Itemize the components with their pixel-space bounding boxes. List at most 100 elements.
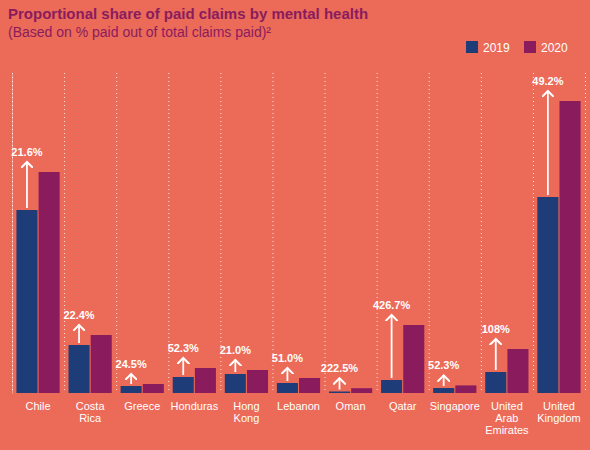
category-label-line: Rica	[79, 412, 102, 424]
bar	[225, 374, 246, 393]
bar	[381, 380, 402, 393]
bar	[403, 325, 424, 393]
x-tick: HongKong	[233, 393, 259, 424]
category-label: Honduras	[170, 400, 218, 412]
bar	[16, 210, 37, 393]
chart: Proportional share of paid claims by men…	[0, 0, 590, 450]
bar	[247, 370, 268, 393]
bar	[195, 368, 216, 393]
separator	[64, 73, 65, 393]
arrow	[391, 315, 393, 378]
category-label: Lebanon	[277, 400, 320, 412]
subtitle: (Based on % paid out of total claims pai…	[8, 24, 271, 40]
y-axis	[12, 74, 13, 394]
bars	[16, 101, 580, 393]
annotation: 52.3%	[428, 359, 459, 371]
category-label: Qatar	[389, 400, 417, 412]
arrow	[547, 91, 549, 195]
category-label: UnitedArabEmirates	[485, 400, 529, 436]
annotation: 222.5%	[321, 362, 359, 374]
arrow	[130, 374, 132, 384]
separator	[12, 73, 13, 393]
bar	[143, 384, 164, 393]
category-label: Chile	[26, 400, 51, 412]
x-tick: UnitedKingdom	[537, 393, 580, 424]
separators	[13, 73, 586, 393]
category-label: Singapore	[430, 400, 480, 412]
legend: 2019 2020	[466, 41, 568, 55]
arrow	[78, 325, 80, 343]
x-axis: Chile CostaRica Greece Honduras HongKong Leba…	[26, 393, 581, 436]
annotations: 21.6% 22.4% 24.5% 52.3% 21.0% 51.0% 222.5% 426.…	[11, 75, 563, 390]
category-label: Oman	[336, 400, 366, 412]
separator	[272, 73, 273, 393]
bar	[433, 388, 454, 393]
bar	[91, 335, 112, 393]
separator	[481, 73, 482, 393]
annotation: 49.2%	[532, 75, 563, 87]
bar	[329, 392, 350, 394]
category-label-line: Arab	[495, 412, 518, 424]
annotation: 52.3%	[168, 342, 199, 354]
series	[39, 101, 581, 393]
category-label-line: Kong	[234, 412, 260, 424]
category-label-line: United	[491, 400, 523, 412]
category-label-line: Oman	[336, 400, 366, 412]
annotation: 108%	[482, 323, 510, 335]
category-label-line: Hong	[233, 400, 259, 412]
category-label-line: Lebanon	[277, 400, 320, 412]
annotation: 21.0%	[220, 344, 251, 356]
x-tick: Greece	[124, 393, 160, 412]
bar	[299, 378, 320, 393]
annotation: 51.0%	[272, 352, 303, 364]
legend-label: 2019	[483, 41, 510, 55]
x-tick: Chile	[26, 393, 51, 412]
bar	[455, 385, 476, 393]
category-label-line: Singapore	[430, 400, 480, 412]
separator	[585, 73, 586, 393]
legend-swatch	[524, 41, 536, 53]
legend-swatch	[466, 41, 478, 53]
category-label-line: Chile	[26, 400, 51, 412]
bar	[69, 345, 90, 393]
bar	[173, 377, 194, 393]
annotation: 21.6%	[11, 146, 42, 158]
arrow	[443, 375, 445, 386]
legend-label: 2020	[541, 41, 568, 55]
annotation: 24.5%	[116, 358, 147, 370]
x-tick: Oman	[336, 393, 366, 412]
category-label: Greece	[124, 400, 160, 412]
category-label: UnitedKingdom	[537, 400, 580, 424]
category-label: HongKong	[233, 400, 259, 424]
annotation: 426.7%	[373, 299, 411, 311]
y-axis-line	[12, 74, 13, 394]
x-tick: CostaRica	[76, 393, 106, 424]
title: Proportional share of paid claims by men…	[8, 5, 368, 22]
bar	[39, 172, 60, 393]
category-label-line: Qatar	[389, 400, 417, 412]
bar	[507, 349, 528, 393]
annotation: 22.4%	[63, 309, 94, 321]
x-tick: Honduras	[170, 393, 218, 412]
arrow	[287, 368, 289, 381]
bar	[277, 383, 298, 393]
series	[16, 197, 558, 393]
arrow	[495, 339, 497, 370]
category-label-line: Honduras	[170, 400, 218, 412]
bar	[351, 388, 372, 393]
x-tick: UnitedArabEmirates	[485, 393, 529, 436]
category-label-line: Emirates	[485, 424, 529, 436]
bar	[485, 372, 506, 393]
category-label-line: Kingdom	[537, 412, 580, 424]
x-tick: Singapore	[430, 393, 480, 412]
x-tick: Lebanon	[277, 393, 320, 412]
separator	[116, 73, 117, 393]
separator	[377, 73, 378, 393]
category-label-line: Costa	[76, 400, 106, 412]
arrow	[234, 360, 236, 372]
bar	[121, 386, 142, 393]
bar	[560, 101, 581, 393]
category-label-line: United	[543, 400, 575, 412]
category-label-line: Greece	[124, 400, 160, 412]
arrow	[26, 162, 28, 208]
